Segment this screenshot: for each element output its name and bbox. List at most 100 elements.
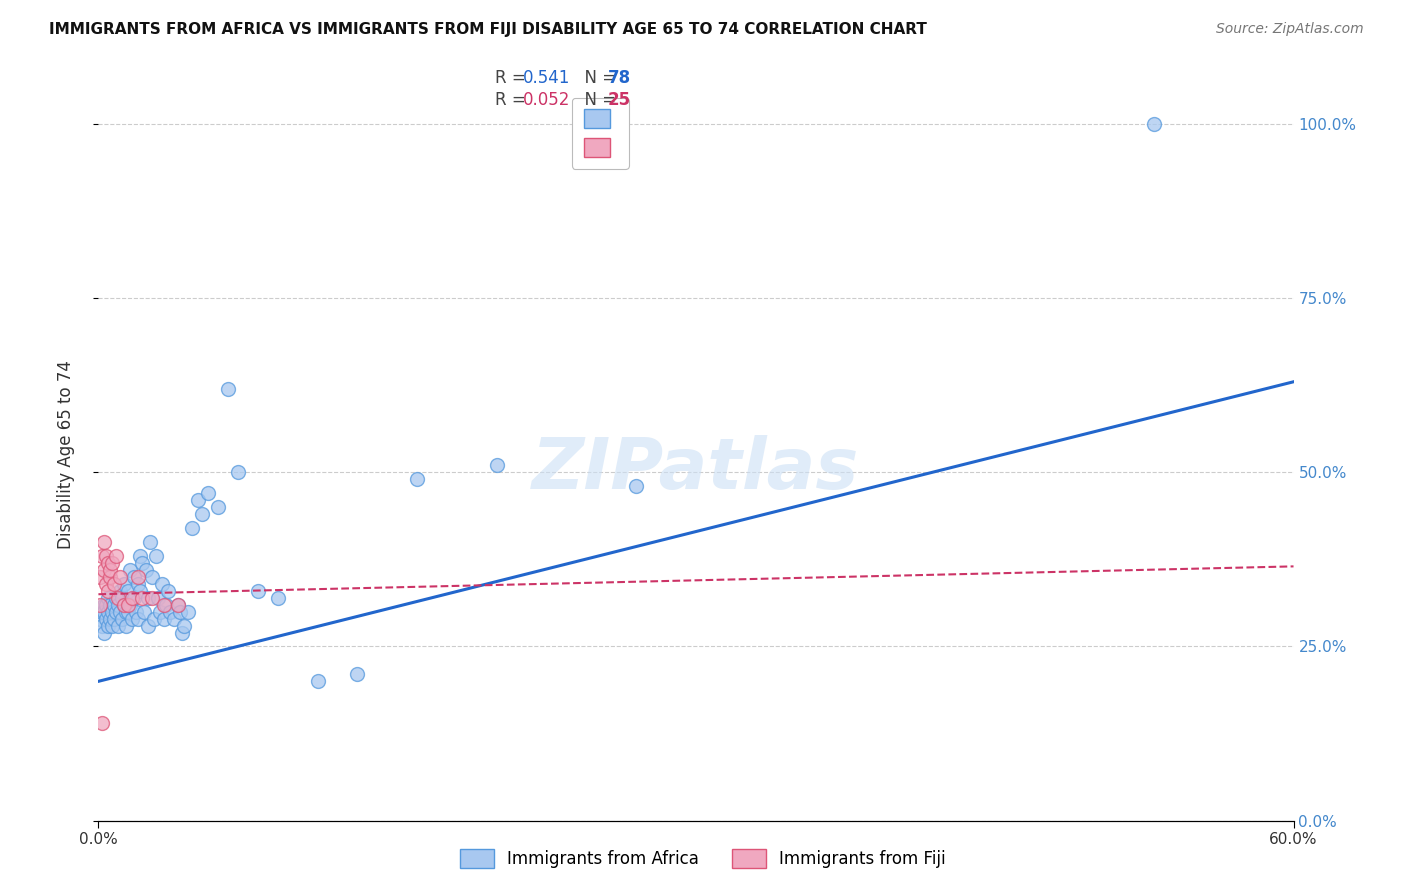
Point <box>93 605 115 619</box>
Point <box>91 716 114 731</box>
Point <box>110 583 132 598</box>
Point <box>105 605 128 619</box>
Point <box>98 612 122 626</box>
Text: ZIPatlas: ZIPatlas <box>533 435 859 504</box>
Text: 0.541: 0.541 <box>523 70 571 87</box>
Point <box>91 618 114 632</box>
Point <box>111 591 134 605</box>
Point <box>346 667 368 681</box>
Point <box>135 563 157 577</box>
Point <box>153 598 176 612</box>
Point <box>91 549 114 563</box>
Point <box>115 605 138 619</box>
Point <box>97 605 120 619</box>
Point <box>93 563 115 577</box>
Point <box>115 618 138 632</box>
Text: 25: 25 <box>607 91 630 109</box>
Point <box>163 612 186 626</box>
Text: N =: N = <box>574 91 621 109</box>
Point <box>107 591 129 605</box>
Point <box>105 549 128 563</box>
Point <box>101 556 124 570</box>
Point <box>153 612 176 626</box>
Point <box>246 583 269 598</box>
Point <box>406 472 429 486</box>
Point <box>103 598 125 612</box>
Point <box>91 605 114 619</box>
Point <box>155 598 177 612</box>
Point <box>127 576 149 591</box>
Point <box>148 591 170 605</box>
Point <box>96 612 118 626</box>
Text: R =: R = <box>495 91 531 109</box>
Point <box>626 479 648 493</box>
Point <box>112 598 135 612</box>
Text: IMMIGRANTS FROM AFRICA VS IMMIGRANTS FROM FIJI DISABILITY AGE 65 TO 74 CORRELATI: IMMIGRANTS FROM AFRICA VS IMMIGRANTS FRO… <box>49 22 927 37</box>
Point <box>98 598 122 612</box>
Point <box>112 576 135 591</box>
Point <box>191 507 214 521</box>
Point <box>93 535 115 549</box>
Point <box>121 612 143 626</box>
Point <box>217 382 239 396</box>
Point <box>134 605 156 619</box>
Point <box>131 556 153 570</box>
Point <box>145 549 167 563</box>
Point <box>125 605 148 619</box>
Point <box>89 570 111 584</box>
Point <box>124 591 146 605</box>
Point <box>98 563 122 577</box>
Text: 78: 78 <box>607 70 630 87</box>
Point <box>139 535 162 549</box>
Point <box>117 598 139 612</box>
Point <box>121 591 143 605</box>
Point <box>136 591 159 605</box>
Y-axis label: Disability Age 65 to 74: Disability Age 65 to 74 <box>56 360 75 549</box>
Point <box>1143 117 1166 131</box>
Point <box>97 583 120 598</box>
Point <box>141 591 163 605</box>
Point <box>120 598 142 612</box>
Text: R =: R = <box>495 70 531 87</box>
Point <box>127 612 149 626</box>
Point <box>89 598 111 612</box>
Point <box>167 598 190 612</box>
Point <box>136 618 159 632</box>
Legend: Immigrants from Africa, Immigrants from Fiji: Immigrants from Africa, Immigrants from … <box>454 842 952 875</box>
Point <box>129 549 152 563</box>
Point <box>93 598 115 612</box>
Point <box>181 521 204 535</box>
Point <box>97 618 120 632</box>
Point <box>167 598 190 612</box>
Legend: , : , <box>572 97 628 169</box>
Point <box>141 570 163 584</box>
Point <box>101 605 124 619</box>
Point <box>117 583 139 598</box>
Point <box>150 576 173 591</box>
Point <box>149 605 172 619</box>
Point <box>207 500 229 515</box>
Point <box>105 591 128 605</box>
Point <box>187 493 209 508</box>
Point <box>197 486 219 500</box>
Point <box>485 458 508 473</box>
Point <box>103 576 125 591</box>
Point <box>177 605 200 619</box>
Point <box>169 605 191 619</box>
Point <box>124 570 146 584</box>
Text: N =: N = <box>574 70 621 87</box>
Point <box>97 591 120 605</box>
Point <box>96 549 118 563</box>
Point <box>103 612 125 626</box>
Point <box>226 466 249 480</box>
Point <box>112 598 135 612</box>
Point <box>110 605 132 619</box>
Point <box>96 598 118 612</box>
Point <box>131 591 153 605</box>
Text: Source: ZipAtlas.com: Source: ZipAtlas.com <box>1216 22 1364 37</box>
Point <box>159 605 181 619</box>
Point <box>173 618 195 632</box>
Point <box>96 576 118 591</box>
Point <box>97 556 120 570</box>
Point <box>120 563 142 577</box>
